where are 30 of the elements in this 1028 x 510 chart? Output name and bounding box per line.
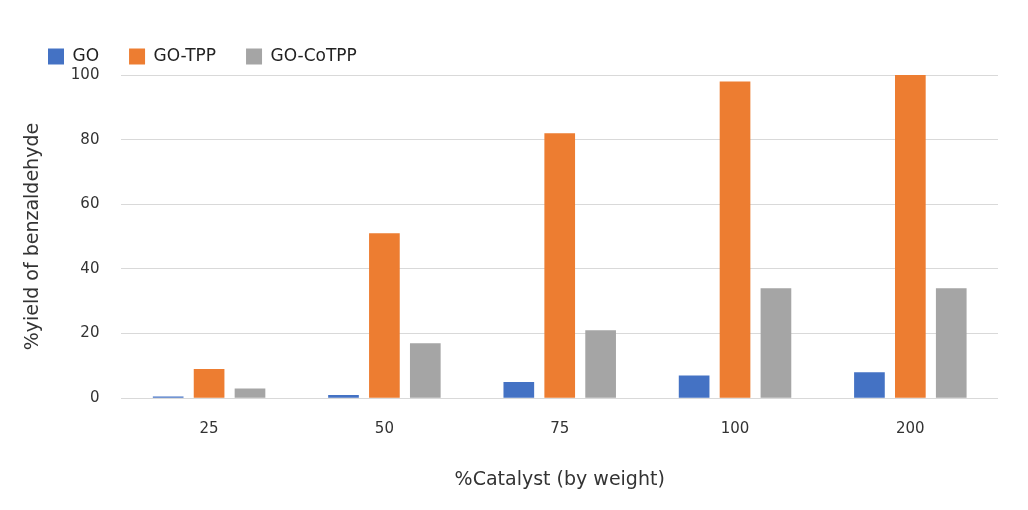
- x-tick-label: 200: [896, 419, 925, 438]
- bar: [719, 81, 751, 398]
- legend-label: GO: [72, 44, 100, 65]
- y-tick-label: 60: [80, 194, 100, 213]
- x-tick-label: 75: [550, 419, 570, 438]
- y-tick-label: 0: [89, 388, 100, 407]
- x-tick-label: 100: [720, 419, 750, 438]
- bar: [328, 394, 359, 398]
- bar: [193, 369, 225, 398]
- bar: [409, 343, 441, 398]
- x-tick-label: 50: [374, 419, 394, 438]
- y-tick-label: 100: [70, 64, 100, 83]
- x-axis-title: %Catalyst (by weight): [454, 466, 665, 489]
- legend-label: GO-CoTPP: [270, 44, 357, 65]
- bar: [760, 288, 792, 398]
- x-tick-label: 25: [199, 419, 219, 438]
- y-tick-label: 20: [80, 323, 100, 342]
- bar: [503, 382, 535, 398]
- bar: [895, 75, 926, 398]
- bar: [234, 388, 266, 398]
- y-tick-label: 80: [80, 129, 100, 148]
- y-axis-title: %yield of benzaldehyde: [20, 122, 43, 351]
- bar: [854, 372, 885, 398]
- legend-label: GO-TPP: [153, 44, 217, 65]
- bar: [678, 375, 710, 398]
- y-tick-label: 40: [80, 258, 100, 277]
- bar: [544, 133, 576, 398]
- bar: [369, 233, 400, 398]
- bar: [935, 288, 967, 398]
- bar: [585, 330, 616, 398]
